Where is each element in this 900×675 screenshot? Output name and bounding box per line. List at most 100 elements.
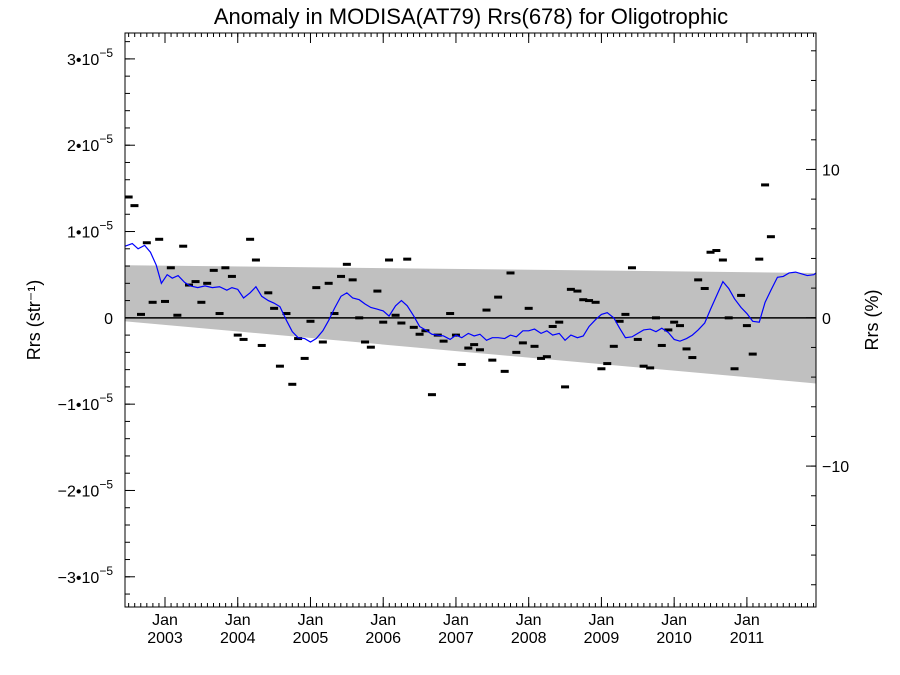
x-tick-year: 2008	[511, 630, 547, 647]
data-point	[561, 385, 570, 389]
y-left-tick-label: 2•10−5	[67, 132, 113, 155]
data-point	[403, 257, 412, 261]
data-point	[270, 306, 279, 310]
data-point	[627, 266, 636, 270]
data-point	[664, 328, 673, 332]
data-point	[591, 300, 600, 304]
data-point	[373, 289, 382, 293]
x-tick-month: Jan	[298, 612, 324, 629]
data-point	[597, 367, 606, 371]
data-point	[470, 343, 479, 347]
data-point	[239, 337, 248, 341]
x-tick-month: Jan	[516, 612, 542, 629]
y-right-tick-label: 10	[822, 162, 840, 179]
data-point	[421, 329, 430, 333]
data-point	[246, 237, 255, 241]
data-point	[173, 313, 182, 317]
data-point	[742, 324, 751, 328]
x-tick-month: Jan	[734, 612, 760, 629]
uncertainty-band	[125, 265, 816, 384]
x-tick-month: Jan	[152, 612, 178, 629]
y-left-tick-label: 3•10−5	[67, 46, 113, 69]
data-point	[166, 266, 175, 270]
data-point	[718, 258, 727, 262]
data-point	[766, 235, 775, 239]
data-point	[191, 280, 200, 284]
x-tick-year: 2007	[438, 630, 474, 647]
data-point	[142, 241, 151, 245]
data-point	[257, 343, 266, 347]
data-point	[682, 347, 691, 351]
data-point	[700, 286, 709, 290]
data-point	[579, 298, 588, 302]
data-point	[537, 356, 546, 360]
data-point	[233, 333, 242, 337]
data-point	[646, 366, 655, 370]
x-tick-year: 2011	[730, 630, 765, 647]
x-tick-year: 2006	[365, 630, 401, 647]
data-point	[227, 274, 236, 278]
data-point	[633, 337, 642, 341]
data-point	[761, 183, 770, 187]
data-point	[748, 352, 757, 356]
chart-title: Anomaly in MODISA(AT79) Rrs(678) for Oli…	[214, 4, 728, 29]
x-tick-year: 2005	[293, 630, 329, 647]
data-point	[427, 393, 436, 397]
data-point	[409, 325, 418, 329]
y-left-tick-label: −2•10−5	[58, 477, 114, 500]
x-tick-month: Jan	[443, 612, 469, 629]
y-right-tick-label: 0	[822, 311, 831, 328]
data-point	[300, 356, 309, 360]
x-tick-month: Jan	[225, 612, 251, 629]
data-point	[548, 324, 557, 328]
data-point	[155, 237, 164, 241]
data-point	[379, 320, 388, 324]
data-point	[621, 312, 630, 316]
data-point	[518, 341, 527, 345]
data-point	[603, 362, 612, 366]
data-point	[675, 324, 684, 328]
data-point	[657, 343, 666, 347]
data-point	[688, 356, 697, 360]
data-point	[512, 350, 521, 354]
data-point	[737, 293, 746, 297]
y-left-tick-label: −1•10−5	[58, 391, 114, 414]
x-tick-year: 2004	[220, 630, 256, 647]
x-tick-year: 2003	[147, 630, 183, 647]
data-point	[706, 250, 715, 254]
data-point	[251, 258, 260, 262]
data-point	[712, 249, 721, 253]
data-point	[585, 299, 594, 303]
data-point	[294, 337, 303, 341]
data-point	[385, 258, 394, 262]
data-point	[318, 340, 327, 344]
data-point	[615, 319, 624, 323]
data-point	[694, 278, 703, 282]
data-point	[415, 332, 424, 336]
x-tick-year: 2010	[656, 630, 692, 647]
data-point	[355, 316, 364, 320]
data-point	[366, 345, 375, 349]
data-point	[446, 312, 455, 316]
data-point	[639, 364, 648, 368]
data-point	[730, 367, 739, 371]
data-point	[555, 320, 564, 324]
data-point	[566, 287, 575, 291]
data-point	[439, 339, 448, 343]
y-axis-left-label: Rrs (str⁻¹)	[24, 280, 44, 360]
data-point	[391, 313, 400, 317]
data-point	[324, 281, 333, 285]
y-axis-left: 3•10−5 2•10−5 1•10−5 0 −1•10−5 −2•10−5 −3•10−5	[58, 41, 135, 595]
data-point	[397, 321, 406, 325]
data-point	[330, 312, 339, 316]
data-point	[337, 274, 346, 278]
data-point	[524, 306, 533, 310]
data-point	[500, 369, 509, 373]
y-left-tick-label: 1•10−5	[67, 219, 113, 242]
data-point	[275, 364, 284, 368]
data-point	[348, 278, 357, 282]
data-point	[651, 316, 660, 320]
data-point	[148, 300, 157, 304]
data-point	[203, 281, 212, 285]
